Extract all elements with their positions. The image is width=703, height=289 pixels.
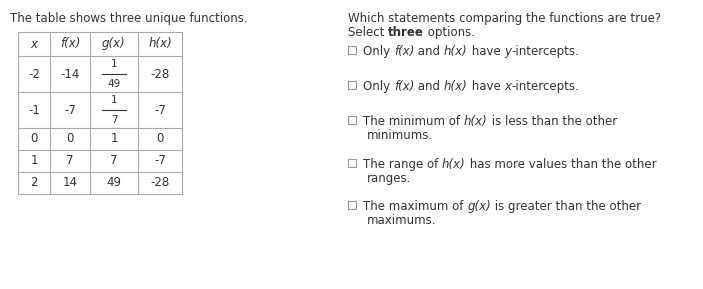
- Bar: [348, 46, 356, 54]
- Text: 0: 0: [156, 132, 164, 145]
- Bar: [18, 32, 182, 194]
- Bar: [348, 116, 356, 124]
- Text: 2: 2: [30, 177, 38, 190]
- Text: options.: options.: [424, 26, 475, 39]
- Text: 49: 49: [106, 177, 122, 190]
- Text: 0: 0: [66, 132, 74, 145]
- Text: h(x): h(x): [464, 115, 487, 128]
- Bar: [348, 81, 356, 89]
- Text: and: and: [414, 45, 444, 58]
- Text: 1: 1: [110, 132, 117, 145]
- Text: have: have: [467, 45, 504, 58]
- Text: have: have: [467, 80, 504, 93]
- Text: The table shows three unique functions.: The table shows three unique functions.: [10, 12, 247, 25]
- Text: -7: -7: [154, 155, 166, 168]
- Text: -7: -7: [64, 103, 76, 116]
- Text: is greater than the other: is greater than the other: [491, 200, 641, 213]
- Text: 1: 1: [110, 95, 117, 105]
- Text: The range of: The range of: [363, 158, 442, 171]
- Text: x: x: [30, 38, 37, 51]
- Text: -intercepts.: -intercepts.: [511, 80, 579, 93]
- Text: f(x): f(x): [394, 80, 414, 93]
- Text: g(x): g(x): [102, 38, 126, 51]
- Text: Only: Only: [363, 80, 394, 93]
- Text: 7: 7: [110, 155, 117, 168]
- Text: 0: 0: [30, 132, 38, 145]
- Bar: [348, 201, 356, 209]
- Text: has more values than the other: has more values than the other: [466, 158, 657, 171]
- Text: -2: -2: [28, 68, 40, 81]
- Text: y: y: [504, 45, 511, 58]
- Text: The maximum of: The maximum of: [363, 200, 467, 213]
- Text: 7: 7: [66, 155, 74, 168]
- Text: three: three: [388, 26, 424, 39]
- Text: 1: 1: [30, 155, 38, 168]
- Text: f(x): f(x): [60, 38, 80, 51]
- Text: -28: -28: [150, 68, 169, 81]
- Text: h(x): h(x): [444, 45, 467, 58]
- Text: -intercepts.: -intercepts.: [511, 45, 579, 58]
- Text: Which statements comparing the functions are true?: Which statements comparing the functions…: [348, 12, 661, 25]
- Text: h(x): h(x): [442, 158, 466, 171]
- Text: minimums.: minimums.: [367, 129, 433, 142]
- Text: 1: 1: [110, 59, 117, 69]
- Text: The minimum of: The minimum of: [363, 115, 464, 128]
- Text: -7: -7: [154, 103, 166, 116]
- Text: 7: 7: [110, 115, 117, 125]
- Text: g(x): g(x): [467, 200, 491, 213]
- Text: -1: -1: [28, 103, 40, 116]
- Text: 49: 49: [108, 79, 121, 89]
- Text: ranges.: ranges.: [367, 172, 411, 185]
- Text: f(x): f(x): [394, 45, 414, 58]
- Bar: [348, 159, 356, 167]
- Text: -14: -14: [60, 68, 79, 81]
- Text: -28: -28: [150, 177, 169, 190]
- Text: is less than the other: is less than the other: [487, 115, 617, 128]
- Text: x: x: [504, 80, 511, 93]
- Text: Select: Select: [348, 26, 388, 39]
- Text: Only: Only: [363, 45, 394, 58]
- Text: and: and: [414, 80, 444, 93]
- Text: 14: 14: [63, 177, 77, 190]
- Text: h(x): h(x): [148, 38, 172, 51]
- Text: maximums.: maximums.: [367, 214, 437, 227]
- Text: h(x): h(x): [444, 80, 467, 93]
